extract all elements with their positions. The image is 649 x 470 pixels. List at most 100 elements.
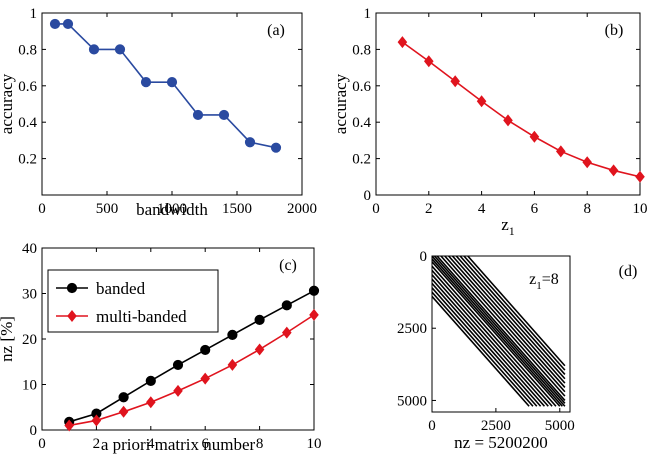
- series-line: [69, 314, 315, 427]
- x-tick-label: 5000: [545, 418, 575, 434]
- x-tick-label: 10: [307, 436, 322, 452]
- y-tick-label: 40: [22, 241, 37, 257]
- band-count-annotation: z1=8: [529, 271, 559, 292]
- legend-marker: [66, 282, 78, 294]
- x-axis-label: bandwidth: [136, 200, 208, 219]
- sparsity-band-10: [432, 256, 566, 407]
- data-point: [503, 114, 513, 127]
- legend-label: banded: [96, 279, 146, 298]
- data-point: [118, 405, 129, 418]
- plot-frame: [431, 255, 571, 413]
- x-tick-label: 8: [256, 436, 264, 452]
- panel-label: (a): [267, 22, 285, 39]
- sparsity-band-16: [451, 256, 566, 384]
- y-tick-label: 0: [420, 249, 428, 265]
- data-point: [173, 384, 183, 397]
- x-tick-label: 6: [201, 436, 209, 452]
- data-point: [140, 77, 152, 88]
- y-tick-label: 10: [22, 378, 37, 394]
- data-point: [309, 308, 319, 321]
- plot-frame: [375, 12, 641, 196]
- series-0: [49, 18, 282, 153]
- y-tick-label: 0.4: [18, 115, 37, 131]
- data-point: [635, 170, 645, 183]
- x-tick-label: 0: [38, 201, 46, 217]
- sparsity-band-0: [432, 295, 530, 407]
- data-point: [254, 314, 265, 325]
- sparsity-band-19: [463, 256, 566, 371]
- y-tick-label: 5000: [397, 393, 427, 409]
- data-point: [192, 109, 204, 121]
- legend-box: [47, 269, 219, 333]
- panel-label: (d): [619, 263, 638, 280]
- data-point: [91, 414, 102, 427]
- y-axis-label: nz [%]: [0, 316, 16, 362]
- data-point: [270, 142, 282, 153]
- plot-frame: [41, 12, 303, 196]
- annotation-subscript: 1: [536, 280, 542, 292]
- y-tick-label: 1: [364, 6, 372, 22]
- data-point: [582, 156, 593, 169]
- sparsity-band-17: [455, 256, 566, 380]
- x-tick-label: 10: [633, 201, 648, 217]
- sparsity-band-9: [432, 258, 563, 407]
- x-axis-label-main: z: [501, 215, 509, 234]
- data-point: [555, 145, 566, 158]
- series-1: [64, 308, 319, 432]
- x-tick-label: 2500: [481, 418, 511, 434]
- x-tick-label: 2: [425, 201, 433, 217]
- legend-marker: [67, 309, 77, 323]
- data-point: [145, 396, 156, 409]
- data-point: [166, 77, 178, 88]
- data-point: [308, 285, 320, 296]
- x-axis-label: nz = 5200200: [454, 433, 548, 452]
- sparsity-band-4: [432, 278, 546, 407]
- data-point: [281, 300, 292, 311]
- data-point: [114, 44, 126, 55]
- sparsity-pattern: [432, 256, 566, 407]
- sparsity-band-18: [459, 256, 566, 375]
- sparsity-band-8: [432, 261, 561, 407]
- data-point: [529, 130, 540, 143]
- sparsity-band-15: [448, 256, 566, 388]
- y-tick-label: 0.6: [18, 79, 37, 95]
- data-point: [218, 109, 230, 121]
- y-tick-label: 0.6: [352, 79, 371, 95]
- series-0: [397, 36, 645, 183]
- series-line: [55, 23, 277, 149]
- y-tick-label: 20: [22, 332, 37, 348]
- x-tick-label: 8: [583, 201, 591, 217]
- y-tick-label: 30: [22, 287, 37, 303]
- y-tick-label: 0.2: [352, 152, 371, 168]
- legend-label: multi-banded: [96, 307, 187, 326]
- x-tick-label: 500: [96, 201, 119, 217]
- x-tick-label: 0: [372, 201, 380, 217]
- sparsity-band-6: [432, 269, 553, 407]
- sparsity-band-13: [440, 256, 566, 397]
- data-point: [200, 344, 211, 356]
- legend: banded multi-banded: [47, 269, 219, 333]
- sparsity-band-3: [432, 282, 542, 407]
- y-tick-label: 0.8: [18, 42, 37, 58]
- data-point: [64, 419, 75, 432]
- y-tick-label: 2500: [397, 321, 427, 337]
- y-axis-label: accuracy: [331, 73, 350, 134]
- data-point: [200, 372, 211, 385]
- data-point: [49, 18, 61, 30]
- data-point: [172, 359, 184, 371]
- x-tick-label: 4: [478, 201, 486, 217]
- sparsity-band-12: [436, 256, 566, 401]
- x-tick-label: 2: [93, 436, 101, 452]
- x-tick-label: 1000: [157, 201, 187, 217]
- x-axis-label: z1: [501, 215, 515, 238]
- sparsity-band-5: [432, 274, 549, 407]
- x-tick-label: 2000: [287, 201, 317, 217]
- data-point: [397, 36, 408, 49]
- data-point: [145, 375, 156, 386]
- panel-c: 0 2 4 6 8 10 0 10 20 30 40 a priori matrix number nz…: [0, 241, 322, 454]
- y-tick-label: 0.8: [352, 42, 371, 58]
- data-point: [254, 343, 265, 356]
